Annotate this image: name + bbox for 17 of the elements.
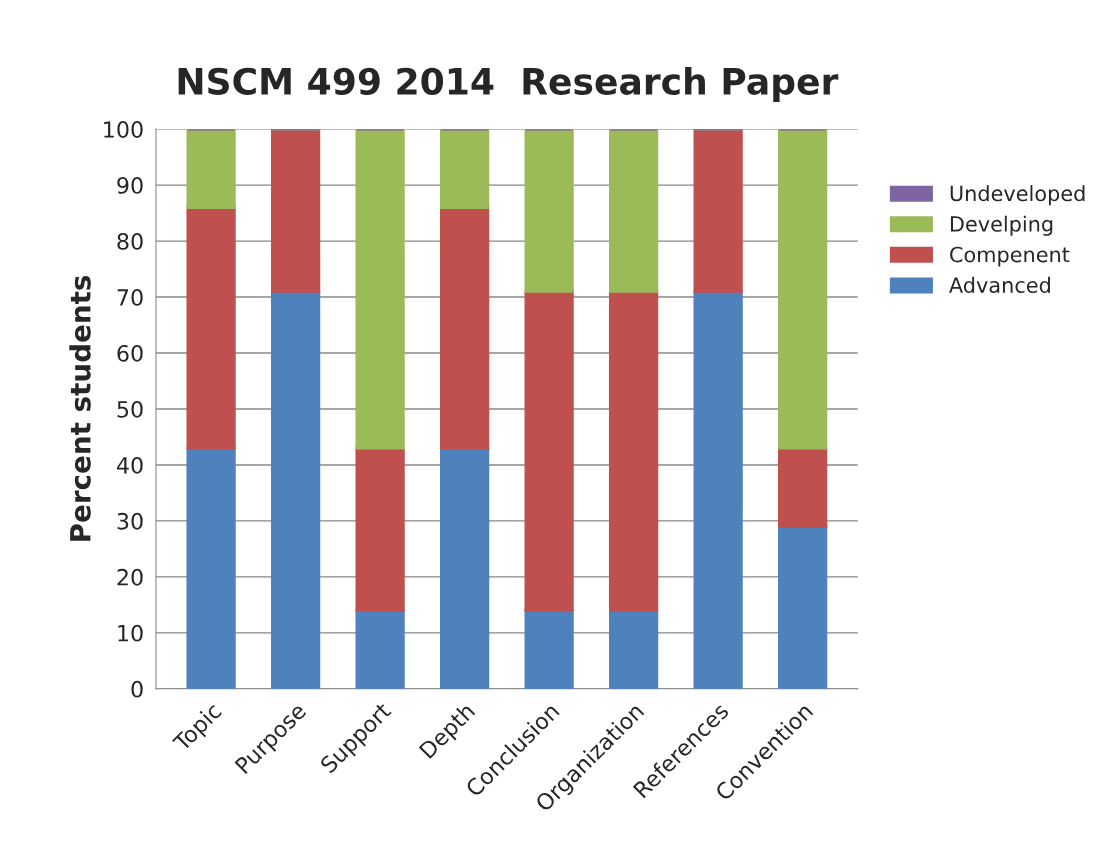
y-tick-label: 70 [117,288,143,306]
legend-label: Develping [950,215,1053,236]
y-tick-label: 40 [116,456,143,474]
chart-title: NSCM 499 2014 Research Paper [178,66,839,102]
y-tick-label: 100 [104,121,143,138]
y-tick-label: 80 [117,233,143,250]
y-tick-label: 50 [117,400,143,418]
y-tick-label: 0 [131,680,143,698]
legend-label: Compenent [950,246,1070,267]
y-tick-label: 10 [118,624,143,642]
y-tick-label: 20 [117,568,143,586]
y-axis-title: Percent students [69,275,91,541]
y-tick-label: 30 [117,512,143,530]
y-tick-label: 90 [117,177,143,194]
y-tick-label: 60 [117,344,143,362]
legend-label: Undeveloped [950,185,1085,206]
legend-label: Advanced [949,276,1050,293]
